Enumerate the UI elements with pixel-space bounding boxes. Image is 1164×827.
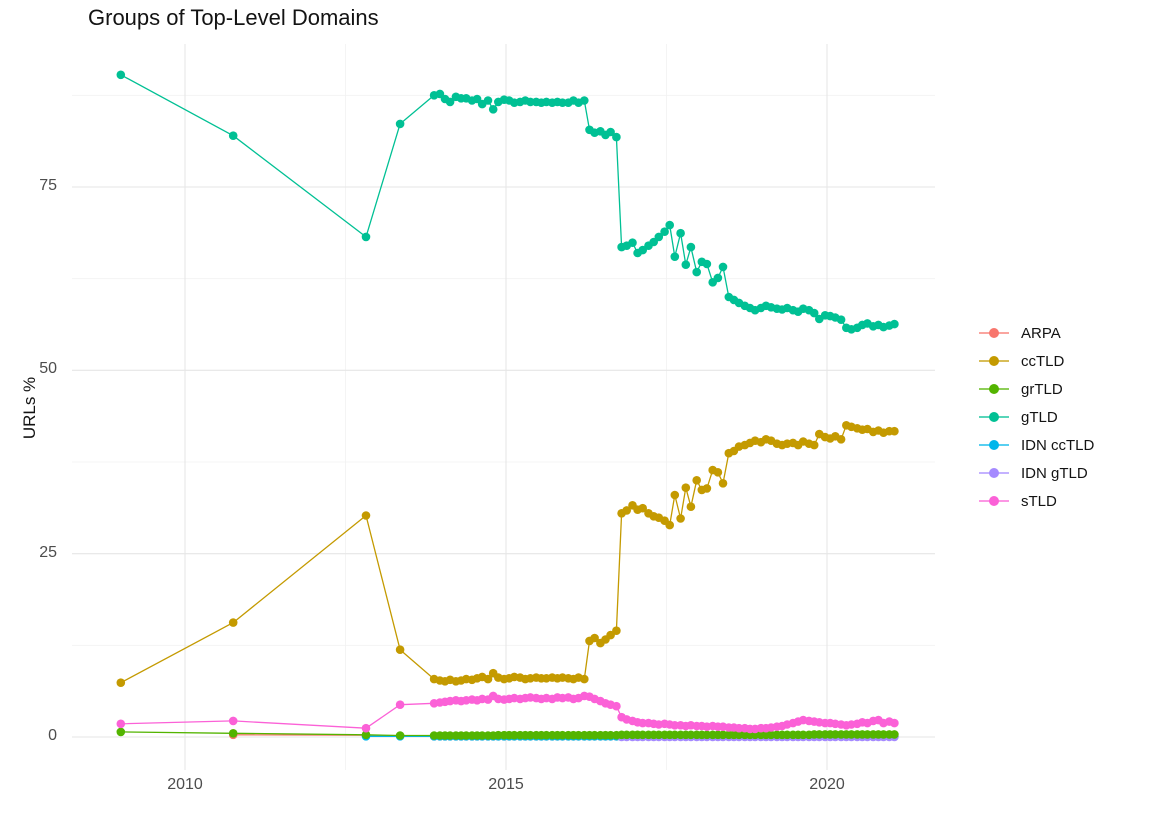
series-points: [116, 691, 899, 734]
series-line: [120, 74, 895, 330]
legend-label: gTLD: [1021, 408, 1058, 426]
x-tick-label: 2015: [488, 776, 524, 793]
y-tick-label: 0: [48, 727, 57, 744]
y-tick-label: 75: [39, 177, 57, 194]
legend-label: sTLD: [1021, 492, 1057, 510]
x-tick-label: 2010: [167, 776, 203, 793]
series-cctld: [116, 421, 899, 687]
legend-key-stld-icon: [979, 496, 1009, 506]
x-tick-label: 2020: [809, 776, 845, 793]
legend-item-arpa: ARPA: [977, 319, 1094, 347]
y-tick-label: 25: [39, 543, 57, 561]
legend-label: grTLD: [1021, 380, 1063, 398]
legend-item-gtld: gTLD: [977, 403, 1094, 431]
legend-key-arpa-icon: [979, 328, 1009, 338]
y-tick-label: 50: [39, 360, 57, 378]
legend-label: IDN ccTLD: [1021, 436, 1095, 454]
major-gridlines: [72, 44, 935, 770]
legend-key-grtld-icon: [979, 384, 1009, 394]
y-axis-title: URLs %: [20, 376, 39, 440]
legend-item-stld: sTLD: [977, 487, 1094, 515]
series-grtld: [116, 727, 899, 740]
legend-key-gtld-icon: [979, 412, 1009, 422]
legend-item-grtld: grTLD: [977, 375, 1094, 403]
series-gtld: [116, 70, 899, 334]
legend-item-cctld: ccTLD: [977, 347, 1094, 375]
legend-item-idn-cctld: IDN ccTLD: [977, 431, 1094, 459]
minor-gridlines: [72, 44, 935, 770]
legend-key-idn-gtld-icon: [979, 468, 1009, 478]
series-points: [116, 727, 899, 740]
series-points: [116, 70, 899, 334]
series-stld: [116, 691, 899, 734]
legend-key-cctld-icon: [979, 356, 1009, 366]
legend-key-idn-cctld-icon: [979, 440, 1009, 450]
plot-panel: [72, 44, 935, 770]
legend-item-idn-gtld: IDN gTLD: [977, 459, 1094, 487]
legend-label: ARPA: [1021, 324, 1061, 342]
legend-label: IDN gTLD: [1021, 464, 1088, 482]
legend-label: ccTLD: [1021, 352, 1065, 370]
chart-title: Groups of Top-Level Domains: [88, 5, 379, 30]
series-points: [116, 421, 899, 687]
legend: ARPA ccTLD grTLD gTLD IDN ccTLD IDN gTLD sTLD: [977, 319, 1094, 515]
